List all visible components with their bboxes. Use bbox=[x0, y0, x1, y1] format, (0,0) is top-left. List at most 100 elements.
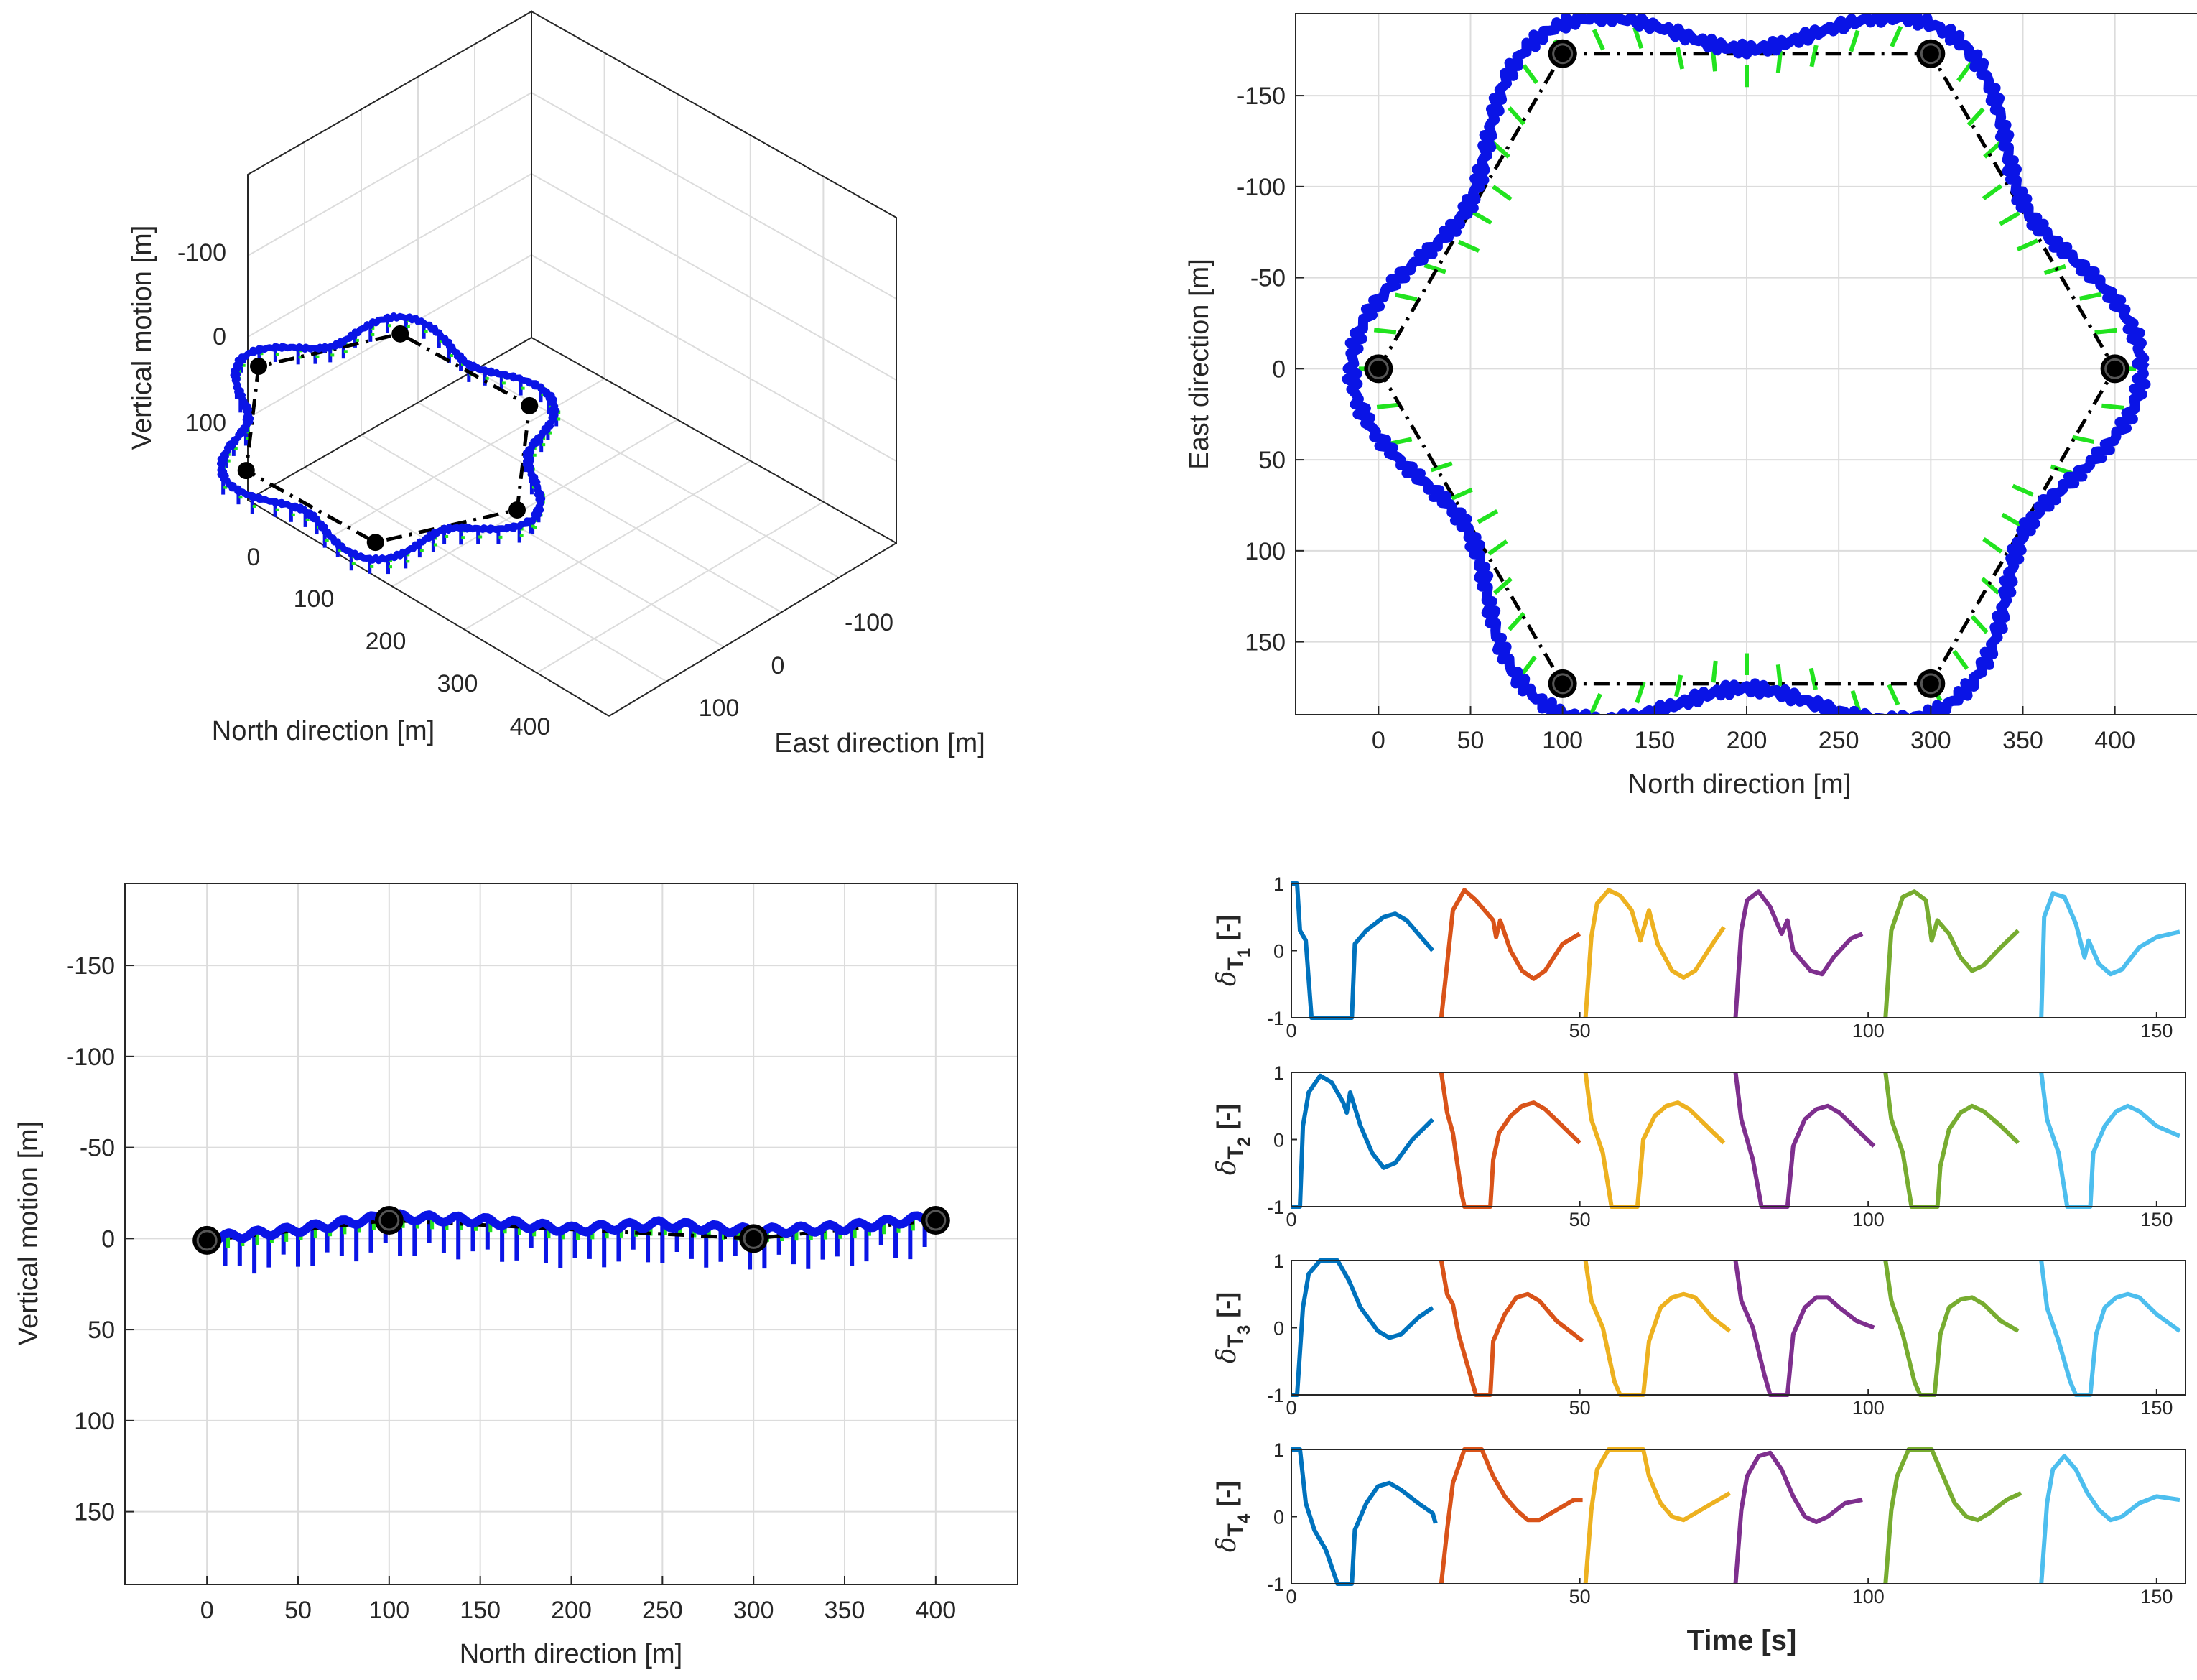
plan-normal-mark bbox=[1493, 577, 1513, 595]
control-x-tick-label: 100 bbox=[1852, 1586, 1885, 1607]
3d-zlabel: Vertical motion [m] bbox=[127, 226, 157, 450]
control-signal-segment bbox=[1883, 889, 2020, 1018]
plan-x-tick-label: 0 bbox=[1372, 727, 1385, 754]
side-trajectory-line bbox=[204, 1209, 939, 1246]
plan-normal-mark bbox=[1632, 27, 1644, 50]
plan-normal-mark bbox=[1423, 263, 1446, 274]
side-x-tick-label: 350 bbox=[825, 1597, 865, 1624]
ylabel-unit: [-] bbox=[1212, 1292, 1241, 1325]
3d-grid-line bbox=[361, 434, 725, 648]
3d-grid-line bbox=[464, 460, 751, 631]
side-x-tick-label: 100 bbox=[368, 1597, 409, 1624]
control-x-tick-label: 150 bbox=[2140, 1586, 2173, 1607]
control-y-tick-label: -1 bbox=[1267, 1008, 1284, 1029]
plan-waypoint-ring bbox=[1920, 43, 1941, 65]
control-signal-segment bbox=[1733, 889, 1864, 1018]
3d-east-axis bbox=[608, 542, 897, 717]
plan-waypoint-ring bbox=[1367, 358, 1389, 379]
3d-trajectory-line bbox=[217, 312, 560, 565]
control-y-tick-label: -1 bbox=[1267, 1197, 1284, 1218]
plan-normal-mark bbox=[1471, 210, 1492, 225]
side-x-tick-label: 400 bbox=[915, 1597, 956, 1624]
3d-waypoint-marker bbox=[391, 325, 409, 343]
control-signal-segment bbox=[1733, 1260, 1875, 1397]
control-y-tick-label: 1 bbox=[1273, 1062, 1284, 1084]
ylabel-unit: [-] bbox=[1212, 1481, 1241, 1514]
control-signal-segment bbox=[2039, 1454, 2180, 1584]
control-x-tick-label: 50 bbox=[1569, 1586, 1591, 1607]
plan-y-tick-label: -150 bbox=[1237, 83, 1286, 110]
plan-y-tick-label: 50 bbox=[1258, 447, 1286, 474]
3d-xtick-label: 0 bbox=[247, 544, 261, 571]
plan-normal-mark bbox=[1983, 140, 2002, 159]
control-signal-segment bbox=[1583, 1072, 1726, 1209]
control-x-tick-label: 0 bbox=[1286, 1586, 1296, 1607]
3d-ytick-label: 100 bbox=[699, 695, 740, 722]
3d-xtick-label: 200 bbox=[366, 628, 407, 655]
plan-y-tick-label: 100 bbox=[1245, 538, 1286, 565]
control-y-tick-label: 1 bbox=[1273, 1250, 1284, 1272]
plan-normal-mark bbox=[1966, 107, 1985, 127]
control-signal-segment bbox=[1291, 1447, 1438, 1586]
side-y-tick-label: -150 bbox=[66, 952, 115, 980]
plan-normal-mark bbox=[2101, 403, 2124, 410]
plan-normal-mark bbox=[1589, 692, 1602, 715]
side-y-tick-label: 0 bbox=[101, 1225, 115, 1253]
control-signal-segment bbox=[1733, 1450, 1863, 1584]
control-signal-segment bbox=[1439, 1260, 1584, 1397]
side-y-tick-label: 150 bbox=[74, 1499, 115, 1526]
plan-normal-mark bbox=[1890, 25, 1903, 47]
plan-normal-mark bbox=[1635, 681, 1646, 704]
control-signal-segment bbox=[1883, 1447, 2022, 1584]
plan-normal-mark bbox=[1487, 539, 1508, 556]
side-x-tick-label: 200 bbox=[551, 1597, 592, 1624]
plan-normal-mark bbox=[1956, 62, 1973, 83]
control-y-tick-label: -1 bbox=[1267, 1574, 1284, 1595]
side-waypoint-ring bbox=[378, 1210, 400, 1231]
control-x-tick-label: 150 bbox=[2140, 1020, 2173, 1041]
ylabel-symbol: δ bbox=[1212, 1536, 1242, 1552]
plan-normal-mark bbox=[1809, 45, 1819, 68]
3d-ztick-label: 100 bbox=[185, 409, 226, 437]
plan-view-plot: 0 50 100 150 200 250 300 350 400 -150 -100 -50 0 50 10… bbox=[1184, 13, 2197, 799]
plan-normal-mark bbox=[1457, 240, 1480, 253]
plan-normal-mark bbox=[1849, 29, 1860, 52]
control-y-tick-label: 0 bbox=[1273, 941, 1284, 962]
plan-waypoint-ring bbox=[2104, 358, 2126, 379]
control-x-tick-label: 50 bbox=[1569, 1397, 1591, 1419]
plan-x-tick-label: 150 bbox=[1634, 727, 1675, 754]
3d-xtick-label: 400 bbox=[510, 713, 551, 741]
plan-normal-mark bbox=[1673, 674, 1683, 697]
plan-normal-mark bbox=[2012, 483, 2034, 497]
side-view-plot: 0 50 100 150 200 250 300 350 400 -150 -100 -50 0 50 10… bbox=[14, 883, 1018, 1669]
control-panel-ylabel: δT2 [-] bbox=[1212, 1104, 1254, 1175]
plan-normal-mark bbox=[1982, 184, 2003, 200]
plan-normal-mark bbox=[1520, 655, 1537, 676]
control-signal-segment bbox=[1883, 1260, 2020, 1397]
plan-normal-mark bbox=[1887, 684, 1900, 706]
3d-grid-line bbox=[247, 92, 532, 256]
plan-y-tick-label: -100 bbox=[1237, 174, 1286, 201]
plan-waypoint-ring bbox=[1552, 673, 1574, 695]
plan-normal-mark bbox=[1675, 47, 1685, 70]
plan-normal-mark bbox=[1451, 487, 1473, 501]
plan-normal-mark bbox=[1508, 106, 1526, 126]
side-x-tick-label: 150 bbox=[460, 1597, 501, 1624]
control-x-tick-label: 0 bbox=[1286, 1397, 1296, 1419]
plan-normal-mark bbox=[1711, 660, 1718, 683]
control-signal-segment bbox=[1291, 1258, 1434, 1397]
control-signal-segment bbox=[1439, 1447, 1583, 1584]
plan-normal-mark bbox=[1430, 461, 1453, 473]
plan-normal-mark bbox=[1492, 185, 1513, 202]
control-signal-segment bbox=[1439, 888, 1581, 1018]
control-panel-ylabel: δT3 [-] bbox=[1212, 1292, 1254, 1363]
control-x-tick-label: 0 bbox=[1286, 1020, 1296, 1041]
ylabel-symbol: δ bbox=[1212, 1347, 1242, 1363]
plan-x-tick-label: 250 bbox=[1819, 727, 1859, 754]
plan-y-tick-label: 150 bbox=[1245, 629, 1286, 656]
